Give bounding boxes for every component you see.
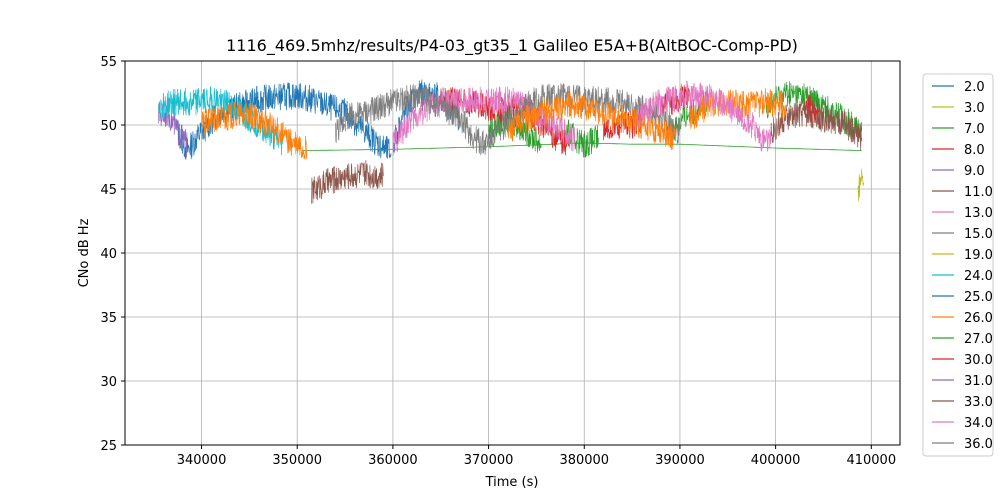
x-tick-label: 390000 bbox=[655, 453, 705, 468]
legend-label: 3.0 bbox=[964, 101, 985, 116]
legend-label: 24.0 bbox=[964, 269, 993, 284]
data-series bbox=[158, 79, 864, 204]
x-tick-label: 350000 bbox=[272, 453, 322, 468]
y-tick-label: 30 bbox=[100, 375, 117, 390]
legend-label: 27.0 bbox=[964, 332, 993, 347]
x-tick-label: 360000 bbox=[368, 453, 418, 468]
legend-label: 34.0 bbox=[964, 416, 993, 431]
legend-label: 30.0 bbox=[964, 353, 993, 368]
legend-label: 25.0 bbox=[964, 290, 993, 305]
legend-label: 36.0 bbox=[964, 437, 993, 452]
x-tick-label: 340000 bbox=[177, 453, 227, 468]
legend-label: 13.0 bbox=[964, 206, 993, 221]
series-line-26.0 bbox=[507, 92, 676, 151]
series-line-34.0 bbox=[636, 82, 772, 152]
series-line-26.0 bbox=[201, 101, 308, 160]
y-tick-label: 35 bbox=[100, 311, 117, 326]
chart-title: 1116_469.5mhz/results/P4-03_gt35_1 Galil… bbox=[226, 36, 798, 56]
series-line-9.0 bbox=[158, 98, 188, 158]
x-tick-label: 410000 bbox=[846, 453, 896, 468]
legend-label: 7.0 bbox=[964, 122, 985, 137]
legend-label: 19.0 bbox=[964, 248, 993, 263]
legend-label: 31.0 bbox=[964, 374, 993, 389]
legend-label: 26.0 bbox=[964, 311, 993, 326]
axis-ticks: 340000 350000 360000 370000 380000 390000 4000… bbox=[100, 55, 896, 468]
series-line-7.0 bbox=[564, 119, 599, 158]
legend-label: 2.0 bbox=[964, 80, 985, 95]
y-tick-label: 55 bbox=[100, 55, 117, 70]
series-line-11.0 bbox=[311, 160, 384, 204]
x-tick-label: 400000 bbox=[751, 453, 801, 468]
y-tick-label: 40 bbox=[100, 247, 117, 262]
x-axis-label: Time (s) bbox=[485, 475, 539, 490]
x-tick-label: 370000 bbox=[464, 453, 514, 468]
legend-label: 33.0 bbox=[964, 395, 993, 410]
y-tick-label: 25 bbox=[100, 439, 117, 454]
y-axis-label: CNo dB Hz bbox=[77, 218, 92, 287]
series-line-11.0 bbox=[770, 101, 863, 151]
series-line-13.0 bbox=[392, 86, 576, 156]
legend-label: 8.0 bbox=[964, 143, 985, 158]
legend-label: 11.0 bbox=[964, 185, 993, 200]
series-line-3.0 bbox=[857, 168, 864, 202]
legend-label: 15.0 bbox=[964, 227, 993, 242]
x-tick-label: 380000 bbox=[559, 453, 609, 468]
legend: 2.0 3.0 7.0 8.0 9.0 11.0 13.0 15.0 19.0 24.0 25.0 2… bbox=[922, 73, 994, 457]
y-tick-label: 50 bbox=[100, 119, 117, 134]
y-tick-label: 45 bbox=[100, 183, 117, 198]
legend-label: 9.0 bbox=[964, 164, 985, 179]
